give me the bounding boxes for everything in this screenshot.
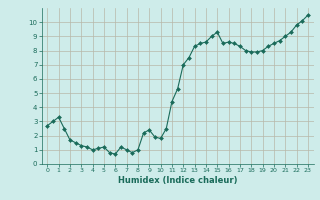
X-axis label: Humidex (Indice chaleur): Humidex (Indice chaleur) <box>118 176 237 185</box>
